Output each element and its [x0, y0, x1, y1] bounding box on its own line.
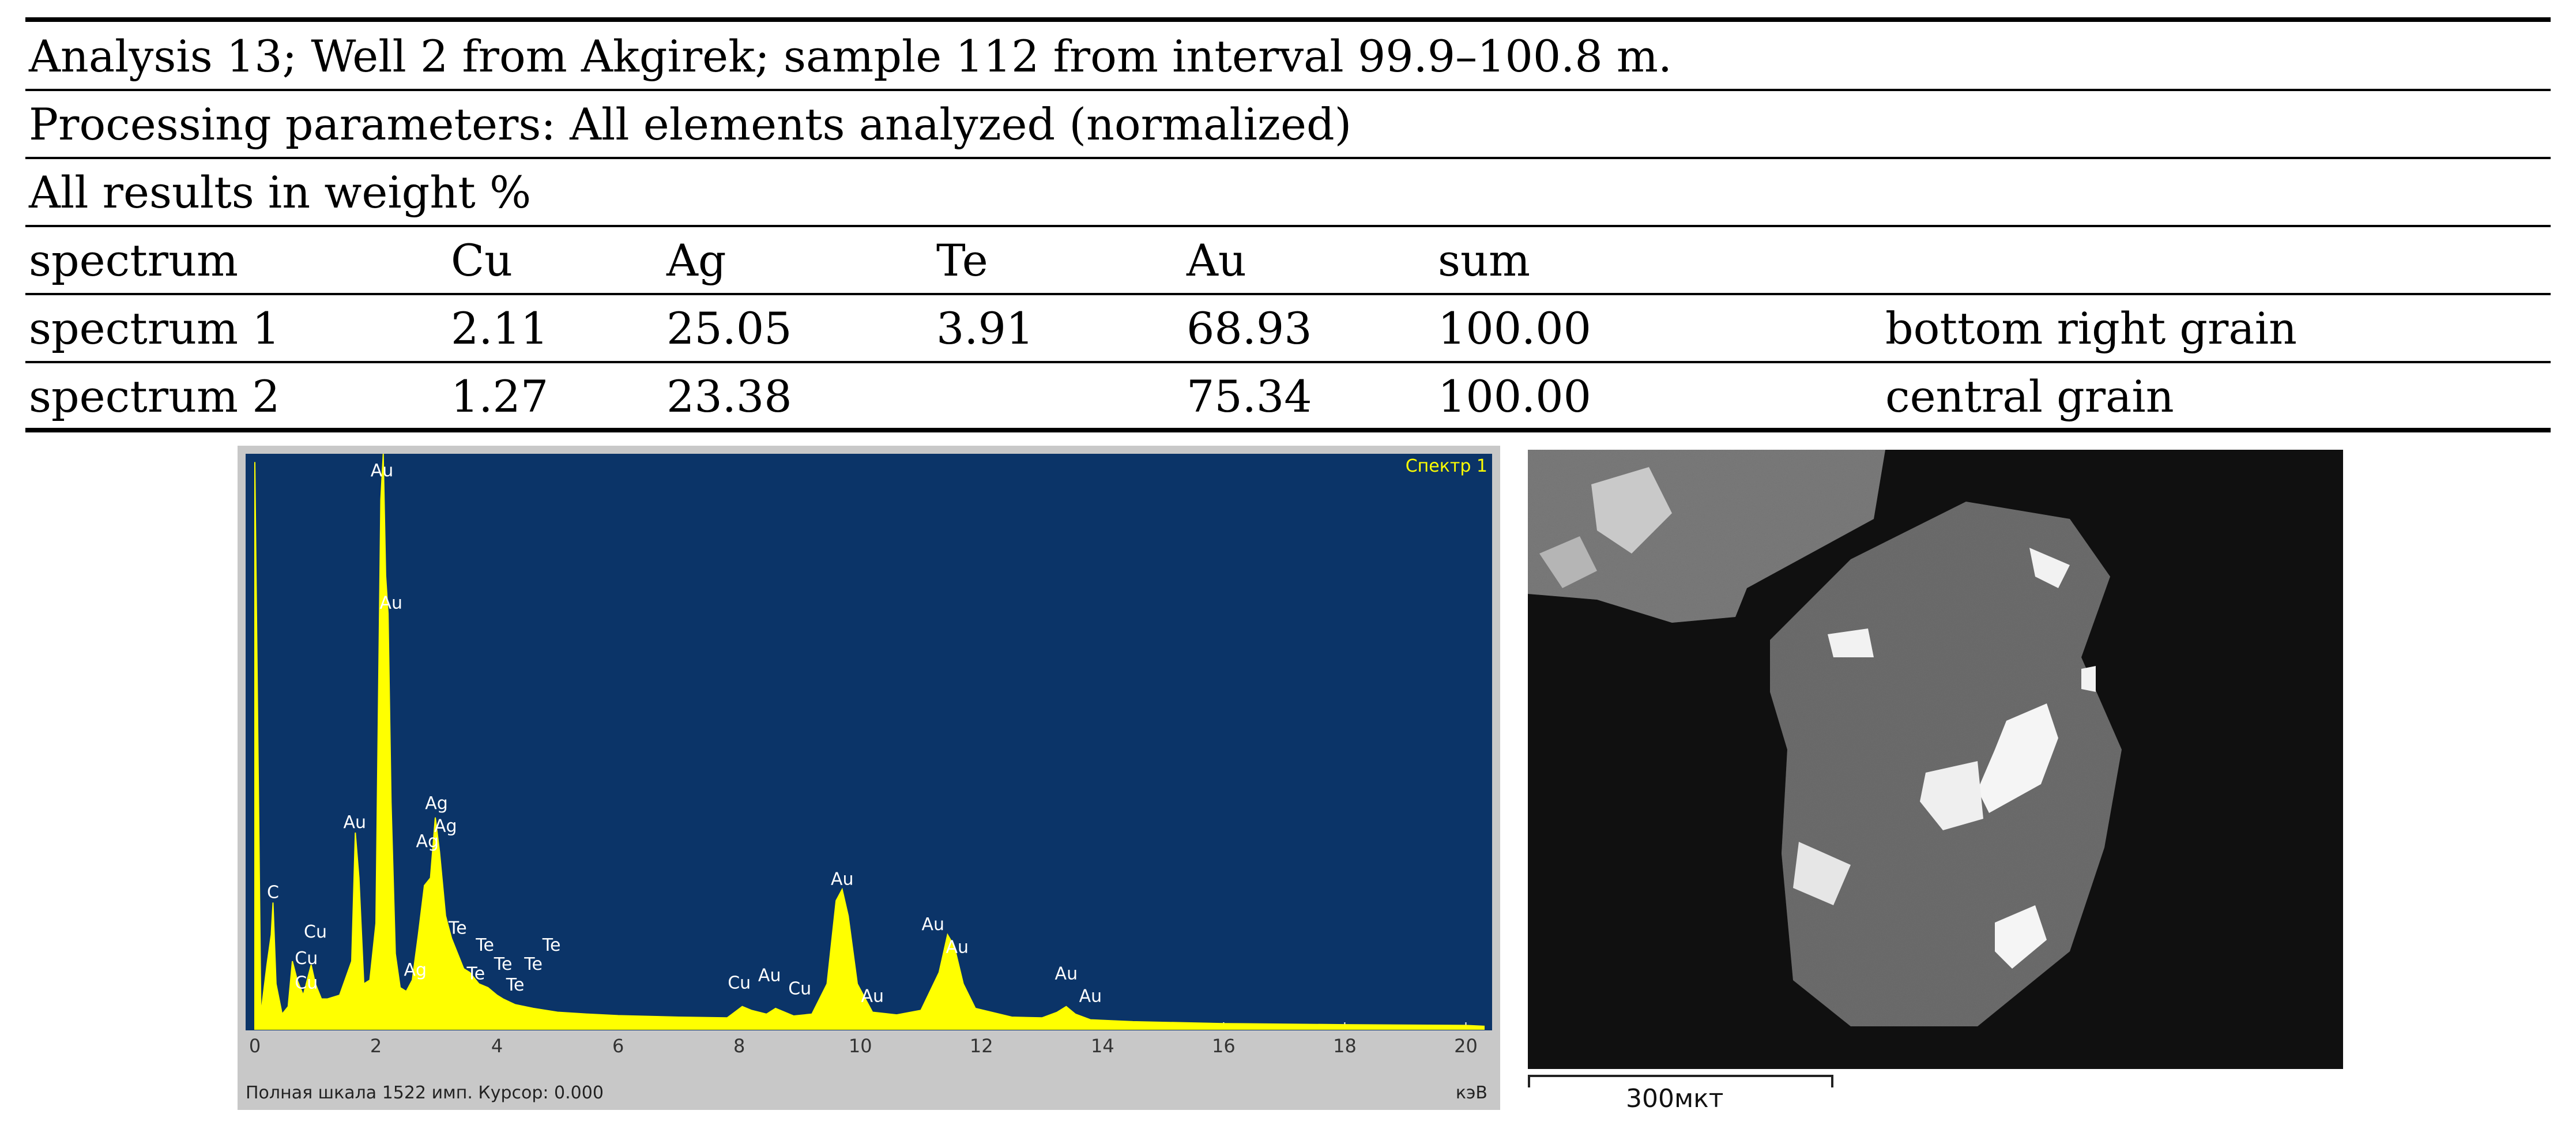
bright-inclusion	[1920, 761, 1983, 830]
peak-label: Te	[506, 975, 525, 995]
peak-label: Te	[466, 963, 485, 984]
peak-label: Ag	[416, 831, 439, 852]
peak-label: Au	[831, 869, 854, 889]
peak-label: C	[267, 882, 279, 902]
cell-note: bottom right grain	[1885, 303, 2297, 354]
table-header-line: Processing parameters: All elements anal…	[25, 91, 2551, 156]
column-header-spectrum: spectrum	[29, 235, 239, 286]
bright-crystal	[1539, 536, 1597, 588]
scale-bar: 300мкт	[1528, 1075, 1833, 1127]
peak-label: Cu	[304, 922, 327, 942]
scale-bar-label: 300мкт	[1626, 1084, 1724, 1113]
peak-label: Te	[448, 919, 467, 939]
table-rule	[25, 361, 2551, 363]
table-row: spectrum 1 2.11 25.05 3.91 68.93 100.00 …	[25, 295, 2551, 360]
table-rule	[25, 225, 2551, 227]
peak-label: Te	[494, 954, 513, 974]
peak-label: Ag	[434, 816, 457, 837]
table-row: spectrum 2 1.27 23.38 75.34 100.00 centr…	[25, 363, 2551, 428]
peak-label: Ag	[404, 960, 427, 980]
x-tick-label: 10	[849, 1035, 872, 1057]
spectrum-series-0	[254, 453, 1485, 1030]
column-header-te: Te	[936, 235, 988, 286]
peak-label: Au	[758, 966, 781, 986]
cell-sum: 100.00	[1438, 303, 1591, 354]
x-tick-label: 16	[1212, 1035, 1236, 1057]
cell-sum: 100.00	[1438, 371, 1591, 422]
column-header-cu: Cu	[451, 235, 513, 286]
cell-cu: 2.11	[451, 303, 549, 354]
peak-label: Te	[524, 954, 543, 974]
table-column-headers: spectrum Cu Ag Te Au sum	[25, 227, 2551, 292]
bright-inclusion	[1828, 628, 1874, 657]
peak-label: Au	[380, 593, 403, 613]
table-top-rule	[25, 17, 2551, 22]
peak-label: Cu	[295, 948, 318, 969]
cell-note: central grain	[1885, 371, 2174, 422]
bright-inclusion	[1995, 905, 2047, 969]
cell-au: 75.34	[1187, 371, 1312, 422]
table-header-line: All results in weight %	[25, 159, 2551, 224]
peak-label: Au	[371, 461, 394, 481]
peak-label: Ag	[425, 793, 448, 814]
eds-spectrum-panel: 0 2 4 6 8 10 12 14 16 18 20 Au Au Au Ag Ag Ag Te Te Te Te Te…	[238, 446, 1500, 1110]
column-header-ag: Ag	[666, 235, 726, 286]
table-bottom-rule	[25, 428, 2551, 432]
peak-label: Cu	[788, 979, 811, 999]
x-tick-label: 18	[1333, 1035, 1357, 1057]
x-tick-label: 2	[370, 1035, 382, 1057]
x-tick-label: 20	[1454, 1035, 1478, 1057]
cell-au: 68.93	[1187, 303, 1312, 354]
peak-label: Cu	[728, 973, 751, 993]
table-rule	[25, 89, 2551, 91]
peak-label: Au	[1079, 987, 1102, 1007]
analysis-caption: Analysis 13; Well 2 from Akgirek; sample…	[29, 31, 1673, 82]
bright-inclusion	[2081, 666, 2096, 692]
x-tick-label: 12	[970, 1035, 993, 1057]
cell-cu: 1.27	[451, 371, 549, 422]
cell-ag: 25.05	[666, 303, 792, 354]
energy-unit: кэВ	[1455, 1083, 1487, 1103]
peak-label: Au	[344, 812, 367, 833]
scale-bar-tick	[1831, 1075, 1833, 1087]
cell-ag: 23.38	[666, 371, 792, 422]
spectrum-status: Полная шкала 1522 имп. Курсор: 0.000	[246, 1083, 604, 1103]
processing-parameters: Processing parameters: All elements anal…	[29, 99, 1352, 150]
peak-label: Au	[861, 987, 884, 1007]
x-tick-label: 4	[491, 1035, 503, 1057]
units-note: All results in weight %	[29, 167, 532, 218]
cell-spectrum: spectrum 2	[29, 371, 280, 422]
bright-inclusion	[1978, 703, 2058, 813]
sem-micrograph	[1528, 450, 2343, 1069]
x-tick-label: 14	[1091, 1035, 1114, 1057]
scale-bar-tick	[1528, 1075, 1530, 1087]
bright-inclusion	[1793, 842, 1851, 905]
peak-label: Te	[542, 935, 561, 955]
x-tick-label: 0	[249, 1035, 261, 1057]
cell-te: 3.91	[936, 303, 1034, 354]
bright-crystal	[1591, 467, 1672, 554]
cell-spectrum: spectrum 1	[29, 303, 280, 354]
table-header-line: Analysis 13; Well 2 from Akgirek; sample…	[25, 23, 2551, 88]
plot-area	[246, 454, 1492, 1030]
x-tick-label: 8	[733, 1035, 745, 1057]
table-rule	[25, 157, 2551, 159]
column-header-sum: sum	[1438, 235, 1531, 286]
column-header-au: Au	[1187, 235, 1246, 286]
spectrum-title: Спектр 1	[1405, 456, 1487, 476]
sem-image	[1528, 450, 2343, 1069]
bright-inclusion	[2029, 548, 2070, 588]
peak-label: Au	[946, 937, 969, 957]
scale-bar-line	[1528, 1075, 1833, 1077]
peak-label: Cu	[295, 973, 318, 993]
peak-label: Au	[1055, 963, 1078, 984]
peak-label: Au	[922, 914, 945, 935]
table-rule	[25, 293, 2551, 295]
x-tick-label: 6	[612, 1035, 624, 1057]
peak-label: Te	[475, 935, 494, 955]
